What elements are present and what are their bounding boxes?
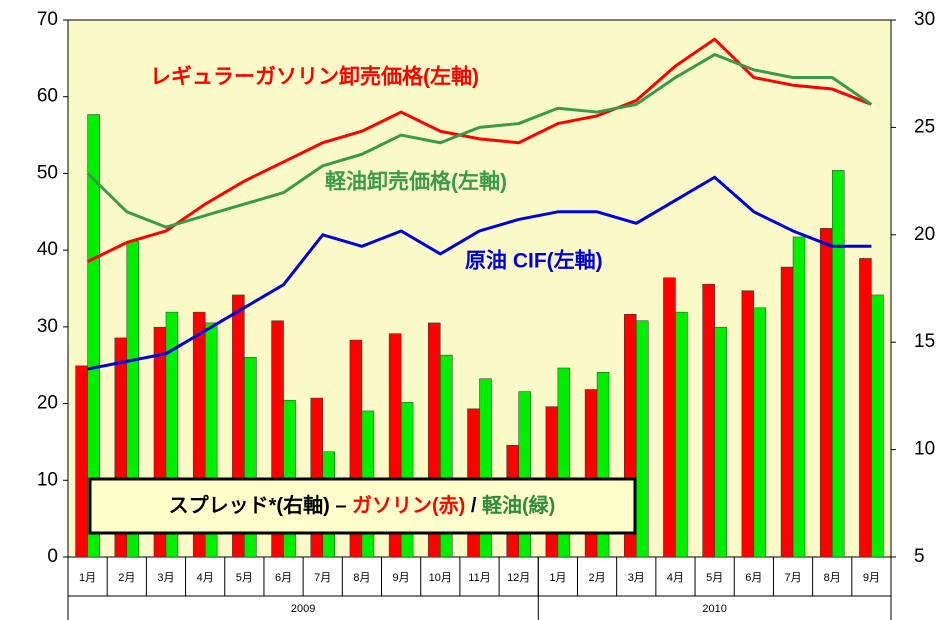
y-tick-label: 40 [37,239,58,260]
x-tick-label: 8月 [824,572,841,584]
x-tick-label: 1月 [549,572,566,584]
x-tick-label: 9月 [393,572,410,584]
bar [714,326,727,558]
bar [753,307,767,558]
legend-separator: – [335,495,346,517]
y2-tick-label: 30 [914,9,935,30]
x-tick-label: 5月 [236,572,253,584]
y-tick-label: 0 [47,546,58,567]
x-tick-label: 3月 [157,572,174,584]
bar [792,236,806,558]
bar [741,290,755,558]
y-tick-label: 60 [37,86,58,107]
legend-box [88,477,637,535]
x-tick-label: 2月 [589,572,606,584]
line-label: レギュラーガソリン卸売価格(左軸) [150,65,479,89]
x-tick-label: 1月 [79,572,96,584]
line-label: 軽油卸売価格(左軸) [325,170,507,194]
y2-tick-label: 20 [914,224,935,245]
bar [831,170,845,558]
legend-entry: 軽油(緑) [482,493,555,517]
x-tick-label: 10月 [429,572,452,584]
group-label: 2010 [702,603,726,615]
bar [636,320,649,558]
x-tick-label: 3月 [628,572,645,584]
bar [663,277,676,558]
bar [675,311,688,558]
x-tick-label: 6月 [745,572,762,584]
line [86,53,873,229]
x-tick-label: 5月 [706,572,723,584]
group-label: 2009 [291,603,315,615]
x-tick-label: 8月 [353,572,370,584]
bar [871,294,884,558]
y2-tick-label: 10 [914,439,935,460]
line-label: 原油 CIF(左軸) [465,249,603,273]
x-tick-label: 6月 [275,572,292,584]
bar [859,258,872,558]
y-tick-label: 50 [37,162,58,183]
x-tick-label: 12月 [507,572,530,584]
y2-tick-label: 25 [914,116,935,137]
x-tick-label: 4月 [197,572,214,584]
y-tick-label: 20 [37,393,58,414]
x-tick-label: 11月 [468,572,490,584]
legend: スプレッド*(右軸) – ガソリン(赤) / 軽油(緑) [169,493,556,517]
x-tick-label: 9月 [863,572,880,584]
line [87,175,872,371]
legend-separator: / [471,495,477,517]
y-tick-label: 30 [37,316,58,337]
x-tick-label: 7月 [784,572,801,584]
y2-tick-label: 5 [914,546,925,567]
bar [702,283,715,558]
x-tick-label: 2月 [118,572,135,584]
bar [780,266,794,558]
y2-tick-label: 15 [914,331,935,352]
bar [819,228,833,558]
legend-title: スプレッド*(右軸) [169,493,330,517]
bar [75,365,88,558]
x-tick-label: 7月 [314,572,331,584]
y-tick-label: 10 [37,469,58,490]
y-tick-label: 70 [37,9,58,30]
x-tick-label: 4月 [667,572,684,584]
bar [87,114,100,558]
legend-entry: ガソリン(赤) [352,493,465,517]
